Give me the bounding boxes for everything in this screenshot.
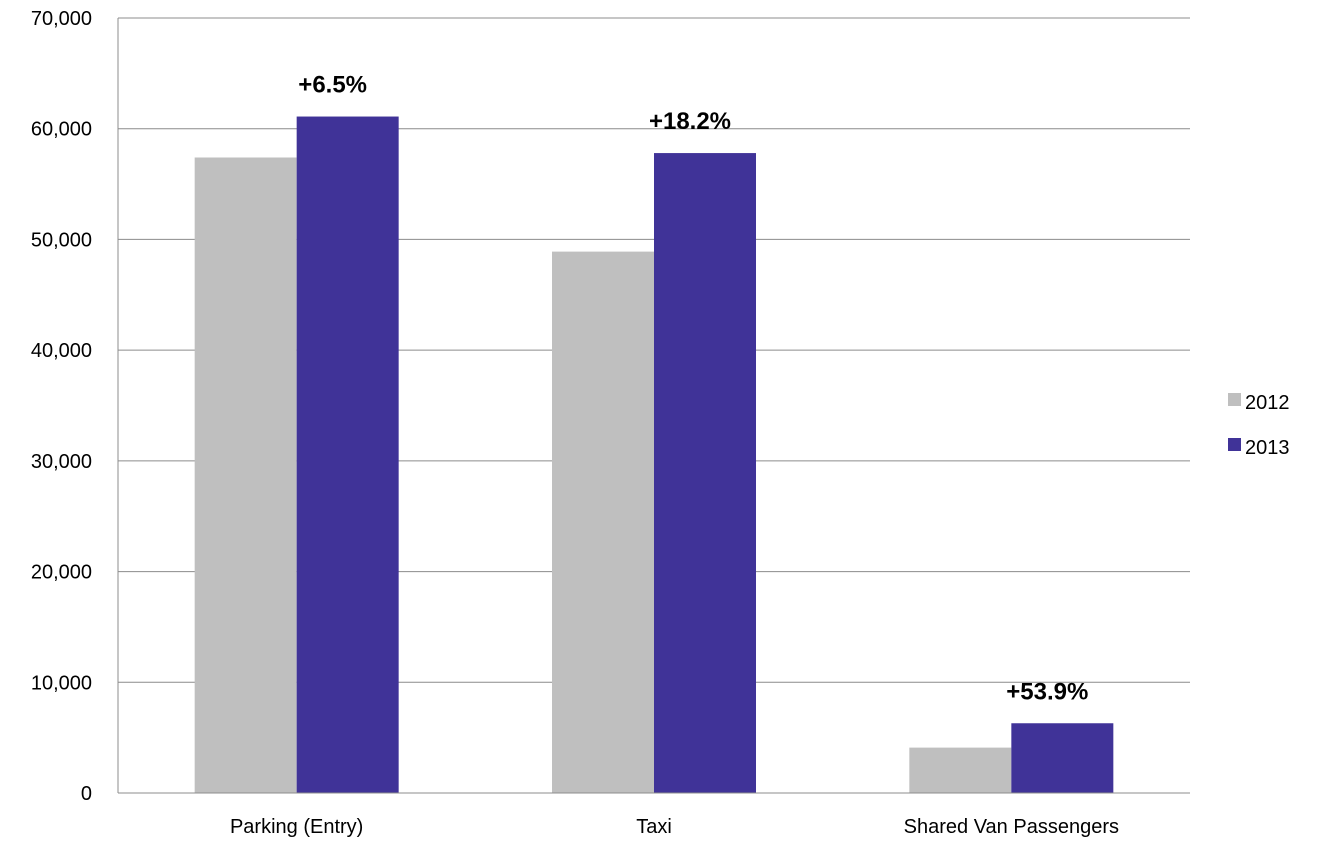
y-tick-label: 0 [81, 783, 92, 805]
y-tick-label: 60,000 [31, 119, 92, 141]
y-axis-tick-labels: 0 10,000 20,000 30,000 40,000 50,000 60,000 70,… [31, 8, 92, 805]
legend-label: 2012 [1245, 392, 1290, 414]
y-tick-label: 50,000 [31, 229, 92, 251]
bar-2013 [1011, 723, 1113, 793]
bars [195, 117, 1114, 793]
bar-2012 [909, 748, 1011, 793]
y-tick-label: 70,000 [31, 8, 92, 30]
legend-label: 2013 [1245, 437, 1290, 459]
y-tick-label: 10,000 [31, 672, 92, 694]
change-annotation: +6.5% [298, 72, 367, 99]
y-tick-label: 30,000 [31, 451, 92, 473]
bar-2012 [195, 158, 297, 794]
legend-swatch-2013 [1228, 438, 1241, 451]
bar-2013 [297, 117, 399, 793]
x-axis-category-labels: Parking (Entry) Taxi Shared Van Passengers [230, 816, 1119, 838]
change-annotation: +18.2% [649, 108, 731, 135]
bar-2013 [654, 153, 756, 793]
x-category-label: Parking (Entry) [230, 816, 363, 838]
x-category-label: Taxi [636, 816, 672, 838]
y-tick-label: 20,000 [31, 562, 92, 584]
legend-swatch-2012 [1228, 393, 1241, 406]
y-tick-label: 40,000 [31, 340, 92, 362]
change-annotation: +53.9% [1006, 678, 1088, 705]
bar-2012 [552, 252, 654, 793]
x-category-label: Shared Van Passengers [904, 816, 1119, 838]
legend: 2012 2013 [1228, 392, 1290, 459]
